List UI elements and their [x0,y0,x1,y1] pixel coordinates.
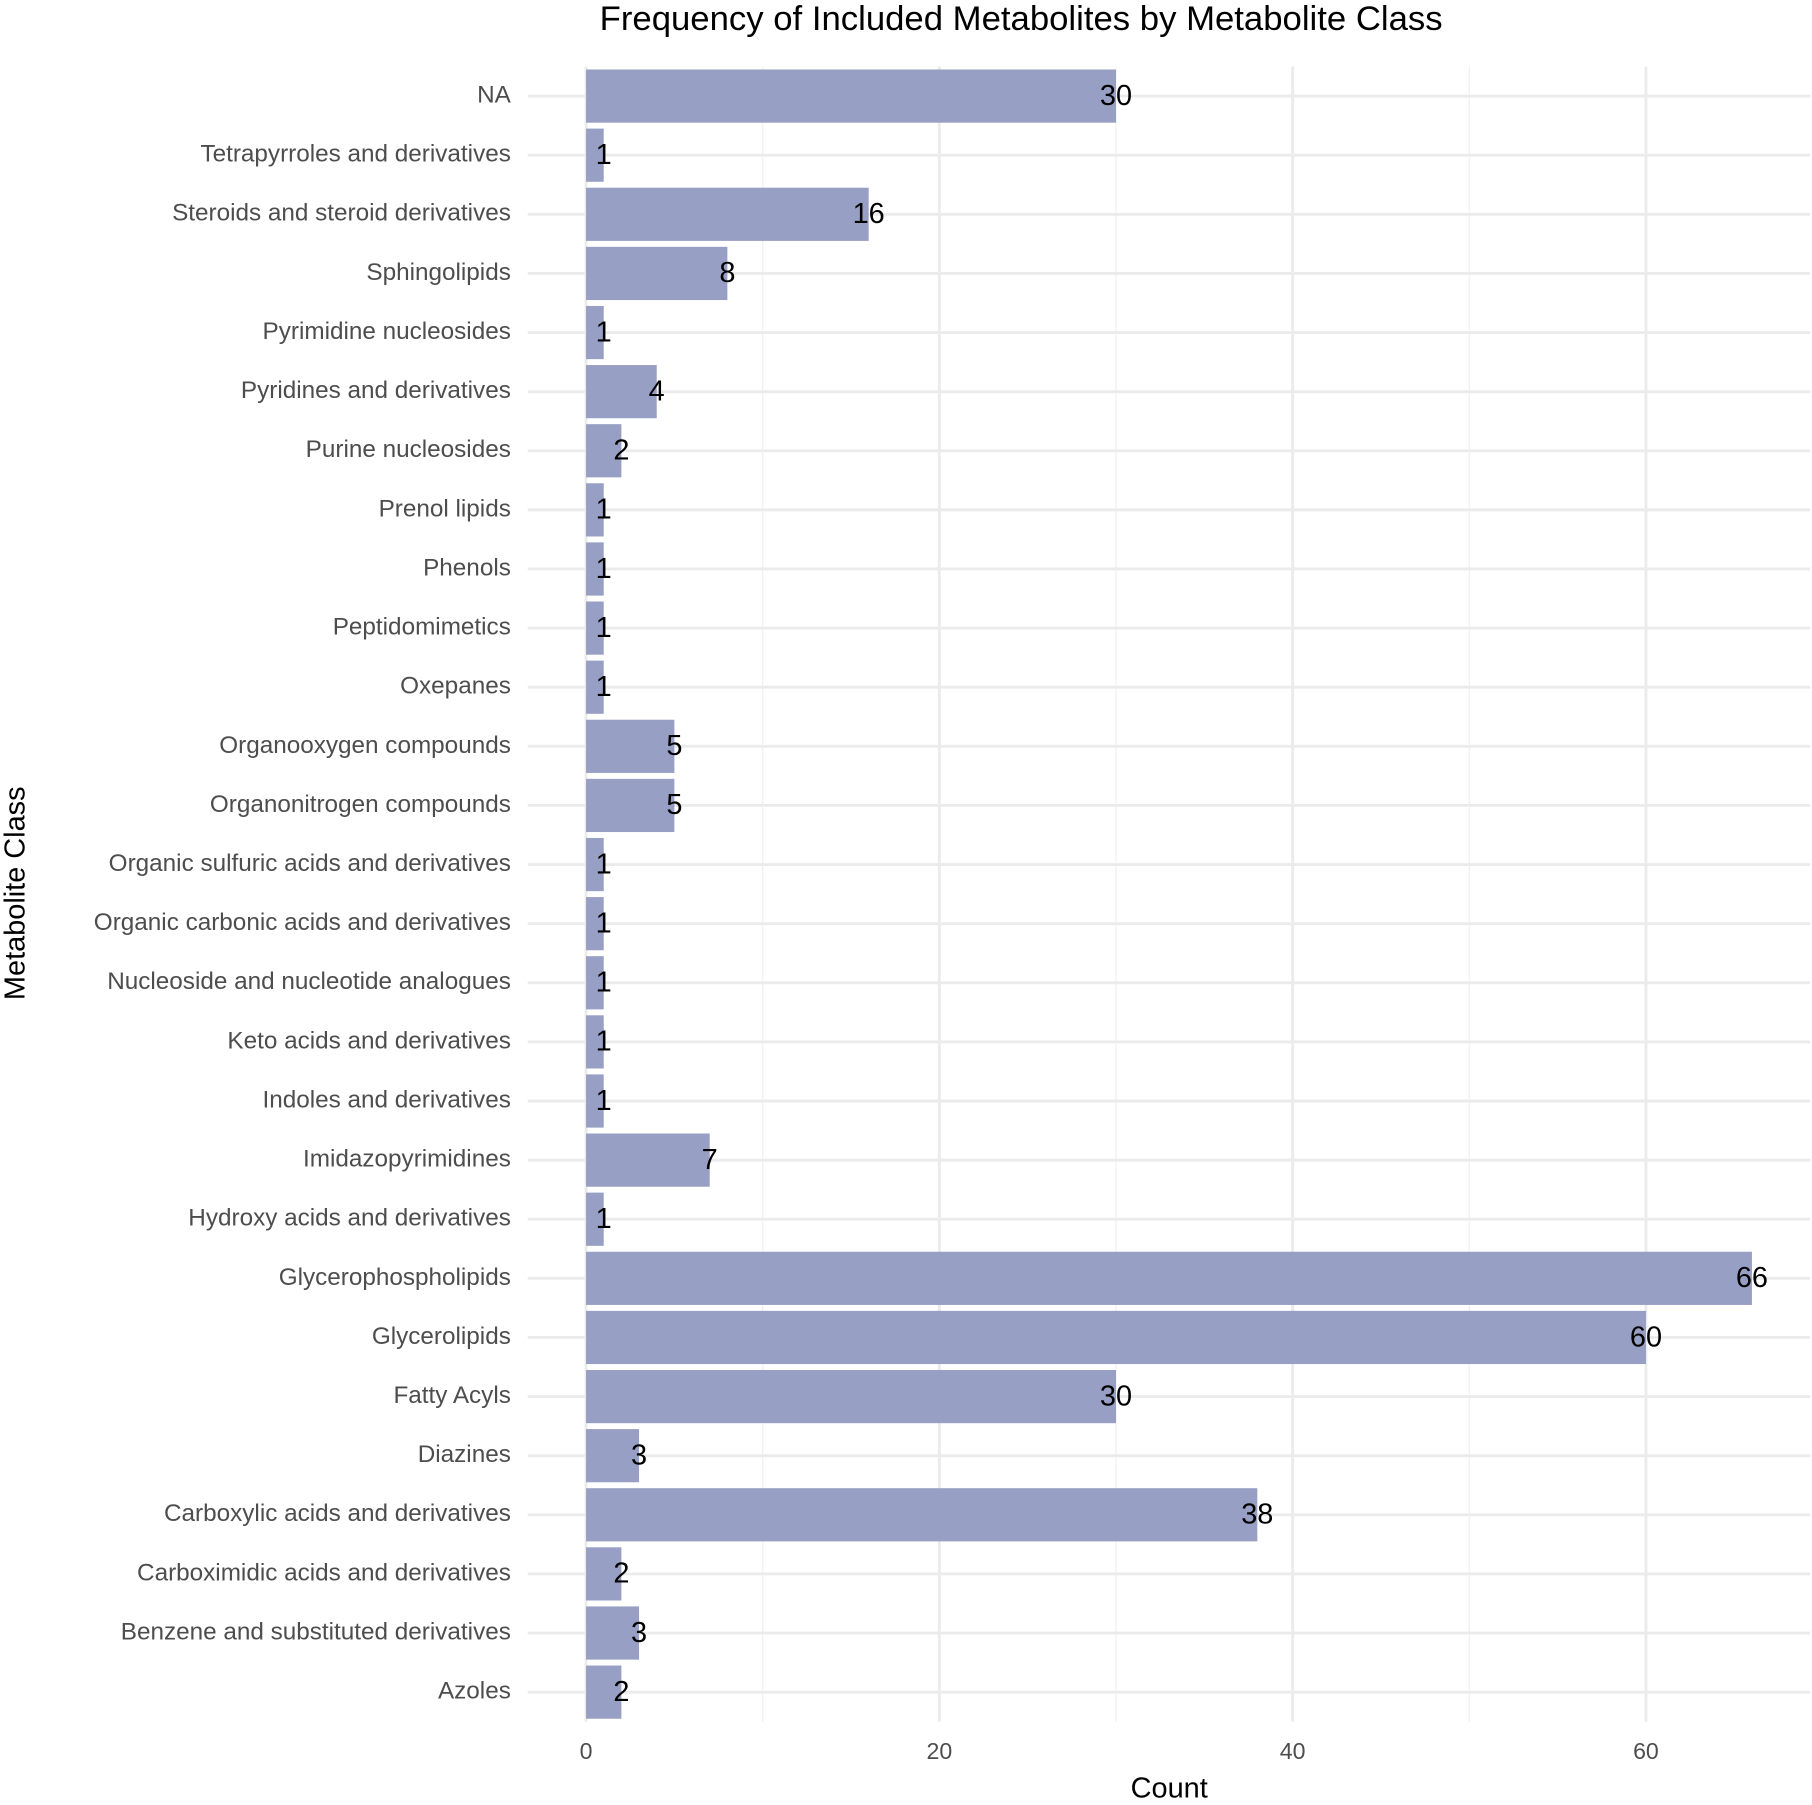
bar [586,1251,1752,1305]
value-label: 1 [596,494,612,526]
y-tick-label: Sphingolipids [366,259,510,286]
bar [586,128,604,182]
bar [586,660,604,714]
value-label: 8 [719,257,735,289]
value-label: 1 [596,967,612,999]
bar [586,1074,604,1128]
value-label: 1 [596,671,612,703]
y-tick-label: Carboxylic acids and derivatives [164,1500,511,1527]
value-label: 66 [1736,1262,1768,1294]
bar [586,1547,622,1601]
bar [586,365,657,419]
bar [586,1015,604,1069]
y-tick-label: Organic sulfuric acids and derivatives [109,850,511,877]
y-tick-label: Diazines [418,1441,511,1468]
y-tick-label: NA [477,82,512,109]
value-label: 30 [1100,1380,1132,1412]
grid [527,66,1811,1722]
value-label: 1 [596,553,612,585]
bar [586,1488,1258,1542]
y-tick-label: Organooxygen compounds [219,732,511,759]
bar [586,1310,1646,1365]
value-label: 1 [596,848,612,880]
bar [586,897,604,951]
y-tick-label: Nucleoside and nucleotide analogues [107,968,511,995]
value-label: 1 [596,1203,612,1235]
bar [586,542,604,596]
y-tick-label: Oxepanes [400,673,511,700]
y-axis-title: Metabolite Class [0,786,31,1000]
x-tick-label: 60 [1633,1738,1659,1764]
x-tick-label: 0 [580,1738,593,1764]
y-tick-label: Purine nucleosides [306,436,511,463]
value-label: 1 [596,316,612,348]
bar [586,246,728,301]
value-label: 4 [649,375,665,407]
value-label: 3 [631,1617,647,1649]
value-label: 7 [702,1144,718,1176]
y-tick-label: Glycerolipids [372,1323,511,1350]
value-label: 38 [1241,1499,1273,1531]
y-tick-label: Hydroxy acids and derivatives [188,1205,511,1232]
value-label: 5 [666,789,682,821]
y-tick-label: Carboximidic acids and derivatives [137,1559,511,1586]
bar [586,1192,604,1246]
y-tick-label: Azoles [438,1678,511,1705]
value-label: 60 [1630,1321,1662,1353]
x-tick-label: 20 [926,1738,952,1764]
y-tick-label: Peptidomimetics [333,614,511,641]
value-label: 2 [613,435,629,467]
bar [586,837,604,892]
value-label: 3 [631,1439,647,1471]
plot-area: 0 20 40 60 NA 30 Tetrapyrroles and derivatives… [94,69,1768,1764]
value-label: 1 [596,1085,612,1117]
bar [586,719,675,773]
bar [586,424,622,478]
bar [586,483,604,537]
y-tick-label: Fatty Acyls [393,1382,510,1409]
bar [586,1133,710,1187]
value-label: 2 [613,1676,629,1708]
y-tick-label: Phenols [423,554,511,581]
y-tick-label: Keto acids and derivatives [227,1027,510,1054]
y-tick-label: Steroids and steroid derivatives [172,200,511,227]
bar [586,1369,1117,1424]
x-tick-label: 40 [1280,1738,1306,1764]
bar [586,1665,622,1719]
value-label: 1 [596,612,612,644]
value-label: 1 [596,1026,612,1058]
y-tick-label: Organonitrogen compounds [210,791,511,818]
value-label: 16 [853,198,885,230]
bar [586,1429,640,1483]
bar [586,187,869,241]
y-tick-label: Prenol lipids [379,495,511,522]
y-tick-label: Indoles and derivatives [262,1086,510,1113]
bar [586,69,1117,123]
y-tick-label: Pyridines and derivatives [241,377,511,404]
value-label: 2 [613,1558,629,1590]
bar [586,956,604,1010]
chart-title: Frequency of Included Metabolites by Met… [600,0,1443,38]
value-label: 1 [596,907,612,939]
bar [586,305,604,360]
y-tick-label: Tetrapyrroles and derivatives [200,141,510,168]
x-axis-title: Count [1131,1773,1208,1805]
y-tick-label: Benzene and substituted derivatives [121,1618,511,1645]
y-tick-label: Imidazopyrimidines [303,1146,511,1173]
value-label: 5 [666,730,682,762]
bar [586,778,675,833]
y-tick-label: Glycerophospholipids [279,1264,511,1291]
y-tick-label: Organic carbonic acids and derivatives [94,909,511,936]
bar [586,1606,640,1660]
bar [586,601,604,655]
value-label: 1 [596,139,612,171]
y-tick-label: Pyrimidine nucleosides [263,318,511,345]
value-label: 30 [1100,80,1132,112]
